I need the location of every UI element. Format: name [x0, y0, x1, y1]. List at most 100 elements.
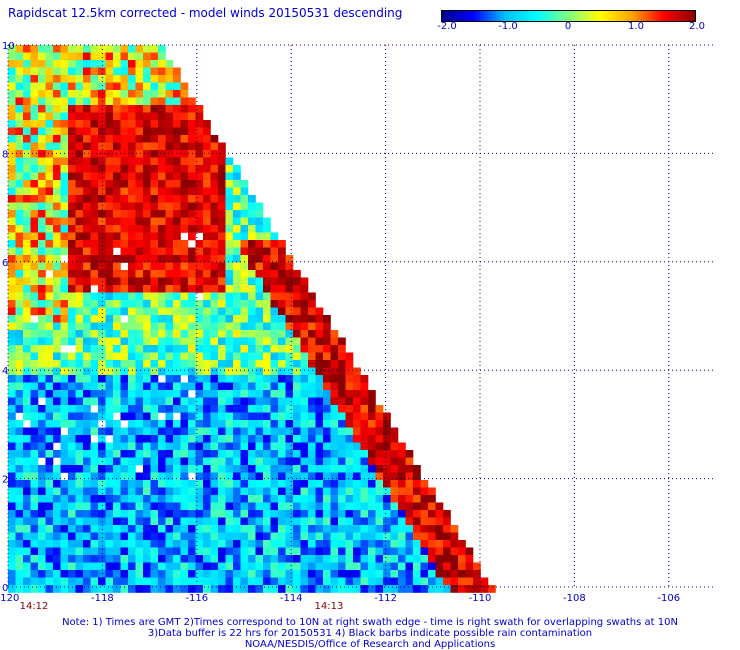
swath-cell [173, 157, 181, 166]
swath-cell [165, 97, 174, 106]
swath-cell [218, 450, 226, 458]
swath-cell [180, 300, 189, 308]
swath-cell [240, 277, 249, 286]
swath-cell [23, 382, 31, 391]
swath-cell [308, 555, 316, 563]
swath-cell [90, 165, 99, 173]
swath-cell [203, 165, 211, 173]
swath-cell [218, 307, 226, 316]
swath-cell [240, 472, 249, 481]
swath-cell [120, 330, 129, 338]
swath-cell [60, 360, 69, 368]
swath-cell [83, 375, 91, 383]
swath-cell [45, 255, 54, 263]
swath-cell [105, 75, 114, 83]
swath-cell [330, 442, 339, 451]
swath-cell [105, 195, 114, 203]
swath-cell [353, 367, 361, 376]
swath-cell [338, 510, 346, 518]
swath-cell [293, 502, 301, 511]
swath-cell [75, 427, 84, 436]
swath-cell [263, 345, 271, 353]
swath-cell [398, 510, 406, 518]
swath-cell [135, 412, 144, 421]
swath-cell [255, 382, 264, 391]
swath-cell [83, 60, 91, 68]
swath-cell [38, 412, 46, 421]
swath-cell [248, 255, 256, 263]
swath-cell [315, 517, 324, 526]
swath-cell [315, 367, 324, 376]
swath-cell [75, 525, 84, 533]
swath-cell [210, 405, 219, 413]
swath-cell [345, 465, 354, 473]
swath-cell [98, 240, 106, 248]
swath-cell [45, 585, 54, 593]
swath-cell [248, 247, 256, 256]
swath-cell [68, 292, 76, 301]
swath-cell [218, 172, 226, 181]
swath-cell [285, 562, 294, 571]
swath-cell [105, 120, 114, 128]
swath-cell [158, 300, 166, 308]
swath-cell [210, 337, 219, 346]
swath-cell [285, 262, 294, 271]
swath-cell [128, 45, 136, 53]
swath-cell [210, 375, 219, 383]
swath-cell [465, 577, 474, 586]
swath-cell [68, 562, 76, 571]
swath-cell [180, 202, 189, 211]
swath-cell [233, 360, 241, 368]
swath-cell [233, 382, 241, 391]
swath-cell [150, 262, 159, 271]
swath-cell [375, 472, 384, 481]
swath-cell [98, 585, 106, 593]
swath-cell [68, 150, 76, 158]
swath-cell [173, 82, 181, 91]
swath-cell [23, 127, 31, 136]
swath-cell [270, 547, 279, 556]
swath-cell [8, 562, 16, 571]
swath-cell [203, 465, 211, 473]
swath-cell [23, 472, 31, 481]
swath-cell [248, 307, 256, 316]
swath-cell [218, 510, 226, 518]
swath-cell [30, 90, 39, 98]
swath-cell [45, 240, 54, 248]
swath-cell [278, 427, 286, 436]
swath-cell [180, 195, 189, 203]
swath-cell [8, 157, 16, 166]
swath-cell [165, 517, 174, 526]
swath-cell [143, 165, 151, 173]
swath-cell [218, 240, 226, 248]
swath-cell [338, 427, 346, 436]
swath-cell [278, 450, 286, 458]
swath-cell [248, 375, 256, 383]
swath-cell [75, 412, 84, 421]
swath-cell [315, 585, 324, 593]
swath-cell [68, 405, 76, 413]
swath-cell [255, 412, 264, 421]
swath-cell [165, 472, 174, 481]
swath-cell [23, 502, 31, 511]
swath-cell [120, 412, 129, 421]
swath-cell [128, 352, 136, 361]
swath-cell [323, 555, 331, 563]
swath-cell [113, 465, 121, 473]
swath-cell [263, 307, 271, 316]
swath-cell [68, 307, 76, 316]
swath-cell [30, 262, 39, 271]
swath-cell [180, 345, 189, 353]
swath-cell [113, 202, 121, 211]
swath-cell [173, 570, 181, 578]
swath-cell [270, 330, 279, 338]
swath-cell [338, 360, 346, 368]
swath-cell [233, 330, 241, 338]
swath-cell [353, 457, 361, 466]
swath-cell [323, 345, 331, 353]
swath-cell [218, 315, 226, 323]
swath-cell [30, 45, 39, 53]
swath-cell [390, 585, 399, 593]
swath-cell [105, 427, 114, 436]
swath-cell [285, 337, 294, 346]
